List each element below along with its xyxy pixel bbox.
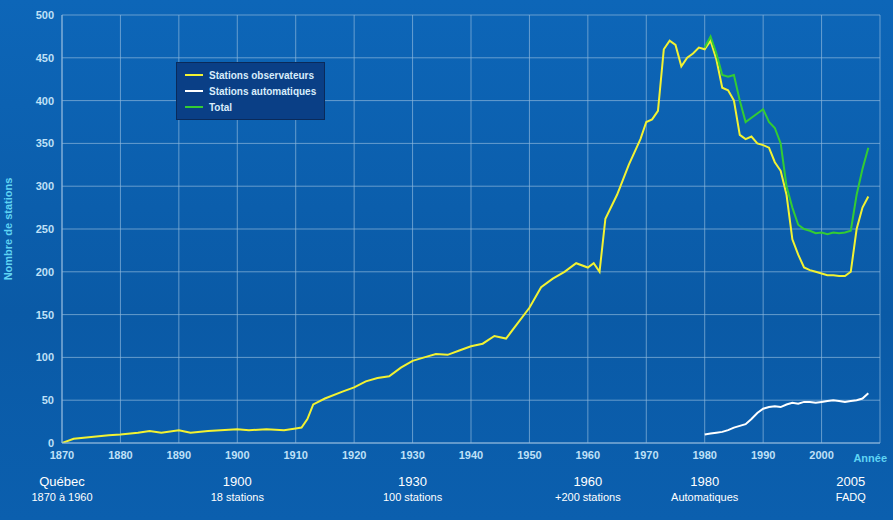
svg-text:1950: 1950 (517, 449, 541, 461)
svg-text:350: 350 (36, 137, 54, 149)
svg-text:100: 100 (36, 351, 54, 363)
html-text:Année: Année (853, 452, 887, 464)
svg-text:1870: 1870 (50, 449, 74, 461)
svg-text:500: 500 (36, 9, 54, 21)
svg-text:1910: 1910 (283, 449, 307, 461)
svg-text:1990: 1990 (751, 449, 775, 461)
svg-text:250: 250 (36, 223, 54, 235)
svg-text:400: 400 (36, 95, 54, 107)
svg-text:1900: 1900 (225, 449, 249, 461)
svg-text:50: 50 (42, 394, 54, 406)
svg-text:150: 150 (36, 309, 54, 321)
html-text:Total: Total (209, 101, 233, 113)
html-text:Québec: Québec (39, 474, 85, 489)
svg-text:1890: 1890 (167, 449, 191, 461)
svg-text:1920: 1920 (342, 449, 366, 461)
html-text:1960: 1960 (573, 474, 603, 489)
html-text:2005: 2005 (836, 474, 866, 489)
svg-text:200: 200 (36, 266, 54, 278)
svg-text:1960: 1960 (576, 449, 600, 461)
svg-text:1980: 1980 (692, 449, 716, 461)
svg-text:2000: 2000 (809, 449, 833, 461)
svg-text:1940: 1940 (459, 449, 483, 461)
html-text:1930: 1930 (398, 474, 427, 489)
svg-text:Nombre de stations: Nombre de stations (2, 178, 14, 281)
html-text:Stations observateurs: Stations observateurs (209, 69, 314, 81)
html-text:Automatiques: Automatiques (671, 491, 739, 503)
html-text:+200 stations: +200 stations (555, 491, 621, 503)
html-text:100 stations: 100 stations (382, 491, 443, 503)
html-text:FADQ: FADQ (835, 491, 866, 503)
html-text:18 stations: 18 stations (210, 491, 264, 503)
html-text:1870 à 1960: 1870 à 1960 (31, 491, 93, 503)
svg-text:300: 300 (36, 180, 54, 192)
html-text:1900: 1900 (222, 474, 252, 489)
svg-text:0: 0 (48, 437, 54, 449)
svg-text:1930: 1930 (400, 449, 424, 461)
svg-text:1880: 1880 (108, 449, 132, 461)
html-text:1980: 1980 (690, 474, 720, 489)
svg-text:1970: 1970 (634, 449, 658, 461)
svg-text:450: 450 (36, 52, 54, 64)
html-text:Stations automatiques: Stations automatiques (209, 85, 317, 97)
